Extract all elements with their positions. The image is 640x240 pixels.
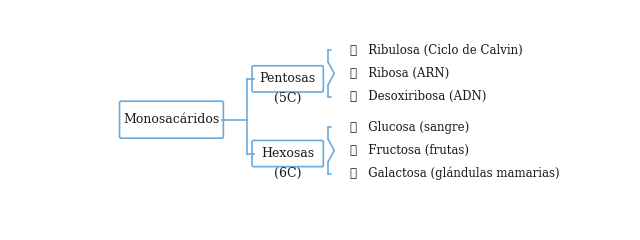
Text: ➤   Ribosa (ARN): ➤ Ribosa (ARN) (349, 67, 449, 80)
Text: ➤   Glucosa (sangre): ➤ Glucosa (sangre) (349, 121, 469, 134)
Text: (5C): (5C) (274, 92, 301, 105)
Text: ➤   Desoxiribosa (ADN): ➤ Desoxiribosa (ADN) (349, 90, 486, 103)
Text: (6C): (6C) (274, 167, 301, 180)
Text: Pentosas: Pentosas (260, 72, 316, 85)
Text: Hexosas: Hexosas (261, 147, 314, 160)
Text: ➤   Galactosa (glándulas mamarias): ➤ Galactosa (glándulas mamarias) (349, 167, 559, 180)
Text: ➤   Ribulosa (Ciclo de Calvin): ➤ Ribulosa (Ciclo de Calvin) (349, 44, 522, 57)
Text: Monosacáridos: Monosacáridos (124, 113, 220, 126)
FancyBboxPatch shape (252, 66, 323, 92)
FancyBboxPatch shape (252, 140, 323, 167)
Text: ➤   Fructosa (frutas): ➤ Fructosa (frutas) (349, 144, 468, 157)
FancyBboxPatch shape (120, 101, 223, 138)
